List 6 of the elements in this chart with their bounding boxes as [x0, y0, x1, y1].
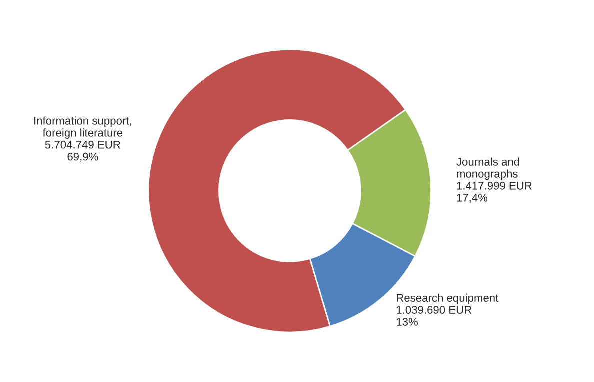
slice-label: Information support, foreign literature: [34, 116, 132, 140]
data-label: 1.039.690 EUR 13%: [396, 306, 472, 326]
slice-label: Journals and monographs: [456, 158, 520, 180]
slice-label: Research equipment: [397, 294, 499, 304]
data-label: 1.417.999 EUR 17,4%: [457, 182, 532, 204]
data-label: 5.704.749 EUR 69,9%: [45, 140, 120, 162]
